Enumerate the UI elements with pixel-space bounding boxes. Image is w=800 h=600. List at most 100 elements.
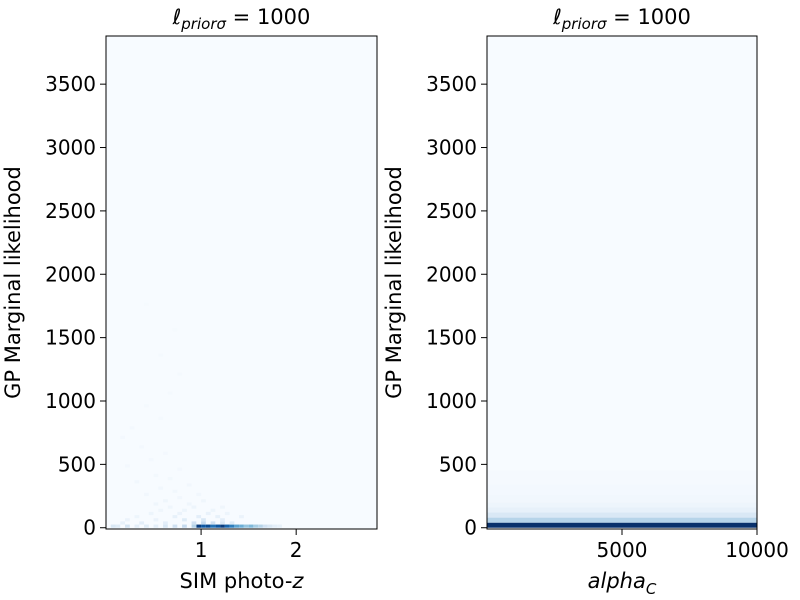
heatmap-cell bbox=[186, 483, 192, 487]
heatmap-cell bbox=[153, 518, 159, 522]
heatmap-cell bbox=[253, 524, 259, 528]
heatmap-cell bbox=[243, 524, 249, 528]
heatmap-cell bbox=[158, 508, 164, 512]
heatmap-cell bbox=[220, 524, 225, 528]
y-axis-label: GP Marginal likelihood bbox=[1, 166, 25, 399]
heatmap-cell bbox=[229, 521, 235, 525]
plot-background bbox=[487, 36, 757, 529]
heatmap-cell bbox=[148, 511, 154, 516]
heatmap-cell bbox=[196, 524, 202, 528]
heatmap-cell bbox=[148, 458, 154, 462]
heatmap-row bbox=[487, 502, 757, 508]
x-tick-label: 2 bbox=[290, 538, 303, 562]
heatmap-cell bbox=[182, 508, 187, 512]
heatmap-cell bbox=[201, 521, 206, 525]
y-tick-label: 2000 bbox=[45, 262, 96, 286]
x-tick-label: 10000 bbox=[725, 538, 789, 562]
heatmap-cell bbox=[172, 328, 178, 332]
heatmap-cell bbox=[186, 502, 192, 506]
y-tick-label: 0 bbox=[464, 516, 477, 540]
heatmap-cell bbox=[139, 521, 145, 525]
heatmap-cell bbox=[110, 524, 116, 528]
heatmap-cell bbox=[191, 505, 197, 509]
heatmap-cell bbox=[248, 524, 254, 528]
heatmap-cell bbox=[239, 515, 244, 519]
heatmap-cell bbox=[191, 524, 197, 528]
heatmap-cell bbox=[205, 524, 211, 528]
heatmap-cell bbox=[163, 499, 168, 503]
chart-panel-right: 0 500 1000 1500 2000 2500 3000 3500 5000 10000 alp… bbox=[382, 5, 789, 598]
heatmap-cell bbox=[153, 502, 159, 506]
heatmap-cell bbox=[134, 480, 140, 484]
heatmap-cell bbox=[158, 486, 164, 490]
chart-title: ℓpriorσ = 1000 bbox=[552, 5, 691, 33]
y-tick-label: 0 bbox=[83, 516, 96, 540]
heatmap-cell bbox=[125, 464, 130, 468]
heatmap-row bbox=[487, 507, 757, 513]
x-axis-label: SIM photo-z bbox=[180, 569, 305, 593]
x-tick-label: 1 bbox=[195, 538, 208, 562]
heatmap-cell bbox=[163, 521, 168, 525]
heatmap-cell bbox=[182, 518, 187, 522]
heatmap-cell bbox=[125, 518, 130, 522]
heatmap-cell bbox=[172, 524, 178, 528]
heatmap-cell bbox=[177, 372, 183, 376]
heatmap-cell bbox=[134, 515, 140, 519]
heatmap-cell bbox=[153, 524, 159, 528]
heatmap-row bbox=[487, 494, 757, 503]
heatmap-cell bbox=[163, 451, 168, 455]
y-tick-label: 3500 bbox=[45, 72, 96, 96]
y-tick-label: 2500 bbox=[426, 199, 477, 223]
heatmap-cell bbox=[277, 524, 282, 528]
x-tick-label: 5000 bbox=[597, 538, 648, 562]
heatmap-cells bbox=[487, 470, 757, 528]
heatmap-cell bbox=[172, 489, 178, 493]
heatmap-cell bbox=[196, 492, 202, 497]
x-axis-label: alphaC bbox=[588, 569, 657, 598]
heatmap-row bbox=[487, 522, 757, 528]
heatmap-cell bbox=[229, 524, 235, 528]
y-tick-label: 500 bbox=[58, 452, 96, 476]
heatmap-cell bbox=[258, 524, 263, 528]
y-tick-label: 2000 bbox=[426, 262, 477, 286]
heatmap-cell bbox=[139, 445, 145, 449]
heatmap-row bbox=[487, 512, 757, 518]
heatmap-cell bbox=[215, 524, 221, 528]
heatmap-cell bbox=[210, 524, 216, 528]
heatmap-cell bbox=[167, 505, 173, 509]
heatmap-cell bbox=[125, 524, 130, 528]
heatmap-cell bbox=[144, 524, 149, 528]
heatmap-cell bbox=[220, 521, 225, 525]
heatmap-cell bbox=[205, 511, 211, 516]
heatmap-row bbox=[487, 470, 757, 485]
heatmap-row bbox=[487, 517, 757, 523]
heatmap-cell bbox=[224, 511, 230, 516]
heatmap-cell bbox=[262, 524, 268, 528]
heatmap-cell bbox=[134, 524, 140, 528]
heatmap-cell bbox=[158, 416, 164, 421]
heatmap-cell bbox=[177, 511, 183, 516]
heatmap-cell bbox=[201, 518, 206, 522]
heatmap-cell bbox=[153, 473, 159, 478]
heatmap-cell bbox=[182, 524, 187, 528]
heatmap-cell bbox=[201, 499, 206, 503]
heatmap-cell bbox=[172, 515, 178, 519]
heatmap-cell bbox=[167, 477, 173, 481]
y-tick-label: 3000 bbox=[426, 136, 477, 160]
heatmap-cell bbox=[144, 302, 149, 306]
plot-background bbox=[106, 36, 377, 529]
y-tick-label: 3500 bbox=[426, 72, 477, 96]
heatmap-cell bbox=[220, 518, 225, 522]
heatmap-cell bbox=[167, 391, 173, 395]
heatmap-cell bbox=[120, 435, 126, 440]
heatmap-cell bbox=[272, 524, 278, 528]
heatmap-cell bbox=[220, 505, 225, 509]
heatmap-cell bbox=[210, 508, 216, 512]
heatmap-cell bbox=[158, 353, 164, 357]
heatmap-cell bbox=[191, 521, 197, 525]
chart-panel-left: 0 500 1000 1500 2000 2500 3000 3500 1 2 SIM photo-… bbox=[1, 5, 378, 593]
y-tick-label: 1500 bbox=[426, 326, 477, 350]
heatmap-cell bbox=[120, 521, 126, 525]
y-tick-label: 500 bbox=[439, 452, 477, 476]
